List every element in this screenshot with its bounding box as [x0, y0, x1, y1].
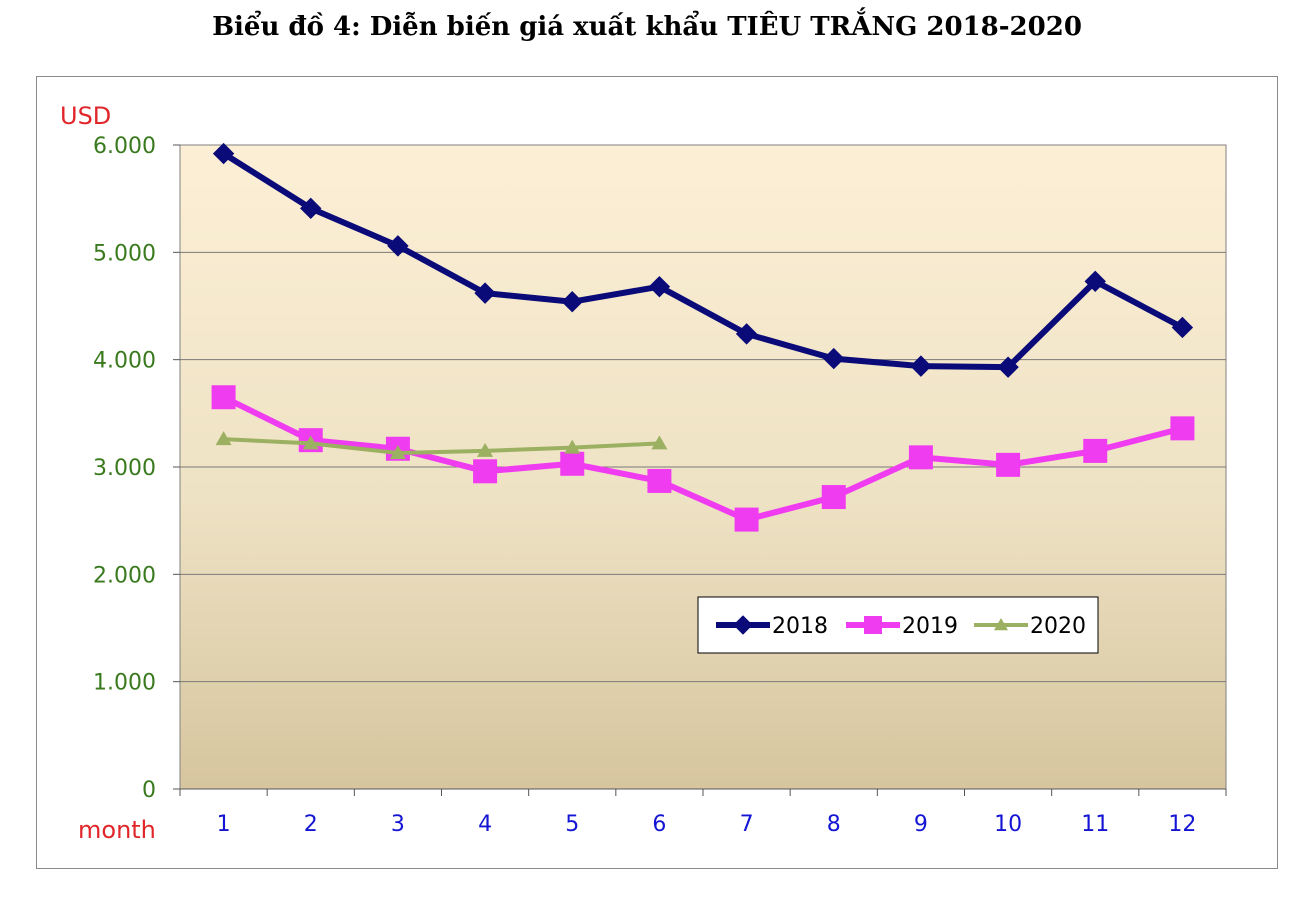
data-point-square — [821, 485, 846, 510]
data-point-triangle — [564, 439, 581, 454]
legend: 2018 2019 2020 — [697, 596, 1099, 654]
data-point-diamond — [561, 290, 583, 313]
x-tick-label: 8 — [827, 812, 841, 837]
series-line-2019 — [222, 394, 1184, 523]
data-point-square — [1170, 416, 1195, 441]
data-point-square — [1083, 438, 1108, 463]
x-axis-label: month — [78, 816, 156, 844]
x-tick-labels: 1 2 3 4 5 6 7 8 9 10 11 12 — [217, 812, 1197, 837]
data-point-square — [647, 468, 672, 493]
legend-label: 2018 — [772, 614, 828, 639]
y-tick-label: 4.000 — [93, 349, 156, 374]
y-tick-label: 0 — [142, 778, 156, 803]
series-group — [211, 142, 1195, 532]
y-tick-label: 5.000 — [93, 241, 156, 266]
gridlines — [180, 251, 1226, 683]
data-point-diamond — [212, 142, 235, 165]
legend-label: 2020 — [1030, 614, 1086, 639]
y-tick-label: 3.000 — [93, 456, 156, 481]
data-point-triangle — [389, 445, 406, 460]
data-point-diamond — [1084, 270, 1106, 293]
y-tick-label: 1.000 — [93, 671, 156, 696]
x-tick-label: 10 — [994, 812, 1022, 837]
data-point-triangle — [477, 442, 494, 457]
x-tick-label: 12 — [1168, 812, 1196, 837]
legend-item-2020: 2020 — [974, 614, 1086, 639]
data-point-square — [734, 507, 759, 532]
data-point-square — [473, 459, 498, 484]
chart-title: Biểu đồ 4: Diễn biến giá xuất khẩu TIÊU … — [212, 12, 1082, 42]
axes — [173, 144, 1227, 796]
y-tick-labels: 0 1.000 2.000 3.000 4.000 5.000 6.000 — [93, 134, 156, 803]
x-tick-label: 6 — [652, 812, 666, 837]
legend-item-2018: 2018 — [716, 614, 828, 639]
y-axis-label: USD — [60, 102, 111, 130]
data-point-square — [211, 385, 236, 410]
legend-item-2019: 2019 — [846, 614, 958, 639]
data-point-diamond — [733, 615, 753, 635]
series-line-2018 — [221, 151, 1184, 371]
data-point-diamond — [387, 235, 409, 257]
series-2020 — [215, 431, 668, 460]
data-point-diamond — [474, 282, 496, 304]
data-point-square — [908, 445, 933, 470]
x-tick-label: 2 — [304, 812, 318, 837]
x-tick-label: 3 — [391, 812, 405, 837]
data-point-diamond — [735, 323, 758, 345]
y-tick-label: 2.000 — [93, 563, 156, 588]
series-2018 — [212, 142, 1194, 378]
x-tick-label: 4 — [478, 812, 492, 837]
data-point-triangle — [994, 618, 1008, 631]
data-point-square — [864, 616, 882, 634]
x-tick-label: 9 — [914, 812, 928, 837]
y-tick-label: 6.000 — [93, 134, 156, 159]
x-tick-label: 11 — [1081, 812, 1109, 837]
data-point-diamond — [823, 347, 845, 370]
x-tick-label: 5 — [565, 812, 579, 837]
data-point-triangle — [215, 431, 232, 446]
series-2019 — [211, 385, 1195, 532]
data-point-diamond — [300, 197, 322, 220]
data-point-square — [996, 452, 1021, 477]
series-line-2020 — [223, 437, 660, 456]
data-point-diamond — [910, 355, 932, 377]
x-tick-label: 1 — [217, 812, 231, 837]
data-point-triangle — [651, 435, 668, 450]
data-point-triangle — [302, 435, 319, 450]
data-point-square — [560, 451, 585, 476]
x-tick-label: 7 — [740, 812, 754, 837]
data-point-diamond — [997, 356, 1019, 378]
legend-label: 2019 — [902, 614, 958, 639]
data-point-diamond — [648, 275, 671, 298]
data-point-diamond — [1171, 316, 1194, 339]
